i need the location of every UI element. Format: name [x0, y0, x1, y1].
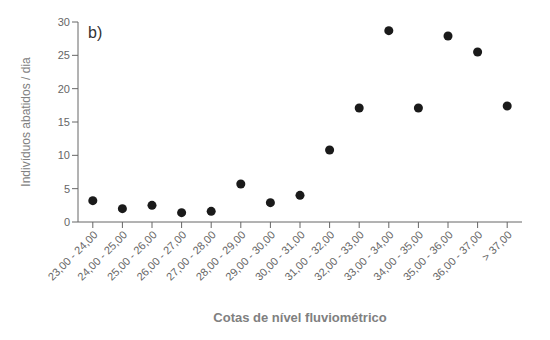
svg-text:34,00 - 35,00: 34,00 - 35,00: [371, 228, 426, 283]
svg-text:31,00 - 32,00: 31,00 - 32,00: [282, 228, 337, 283]
svg-text:20: 20: [58, 83, 70, 95]
svg-text:32,00 - 33,00: 32,00 - 33,00: [311, 228, 367, 283]
svg-text:26,00 - 27,00: 26,00 - 27,00: [134, 228, 189, 283]
svg-text:0: 0: [64, 216, 70, 228]
svg-text:29,00 - 30,00: 29,00 - 30,00: [223, 228, 278, 283]
svg-text:Cotas de nível fluviométrico: Cotas de nível fluviométrico: [213, 310, 386, 325]
svg-text:30: 30: [58, 16, 70, 28]
svg-text:15: 15: [58, 116, 70, 128]
svg-text:30,00 - 31,00: 30,00 - 31,00: [252, 228, 307, 283]
svg-text:36,00 - 37,00: 36,00 - 37,00: [430, 228, 484, 282]
svg-text:25: 25: [58, 49, 70, 61]
svg-text:Indivíduos abatidos / dia: Indivíduos abatidos / dia: [19, 57, 33, 187]
svg-text:35,00 - 36,00: 35,00 - 36,00: [400, 228, 455, 283]
svg-text:10: 10: [58, 149, 70, 161]
svg-text:33,00 - 34,00: 33,00 - 34,00: [341, 228, 396, 283]
svg-text:27,00 - 28,00: 27,00 - 28,00: [163, 228, 219, 283]
svg-text:5: 5: [64, 183, 70, 195]
svg-text:23,00 - 24,00: 23,00 - 24,00: [45, 228, 100, 283]
svg-text:25,00 - 26,00: 25,00 - 26,00: [104, 228, 159, 283]
svg-text:28,00 - 29,00: 28,00 - 29,00: [193, 228, 248, 283]
svg-text:24,00 - 25,00: 24,00 - 25,00: [75, 228, 130, 283]
html-text:b): b): [88, 24, 103, 41]
svg-text:> 37,00: > 37,00: [479, 228, 514, 263]
